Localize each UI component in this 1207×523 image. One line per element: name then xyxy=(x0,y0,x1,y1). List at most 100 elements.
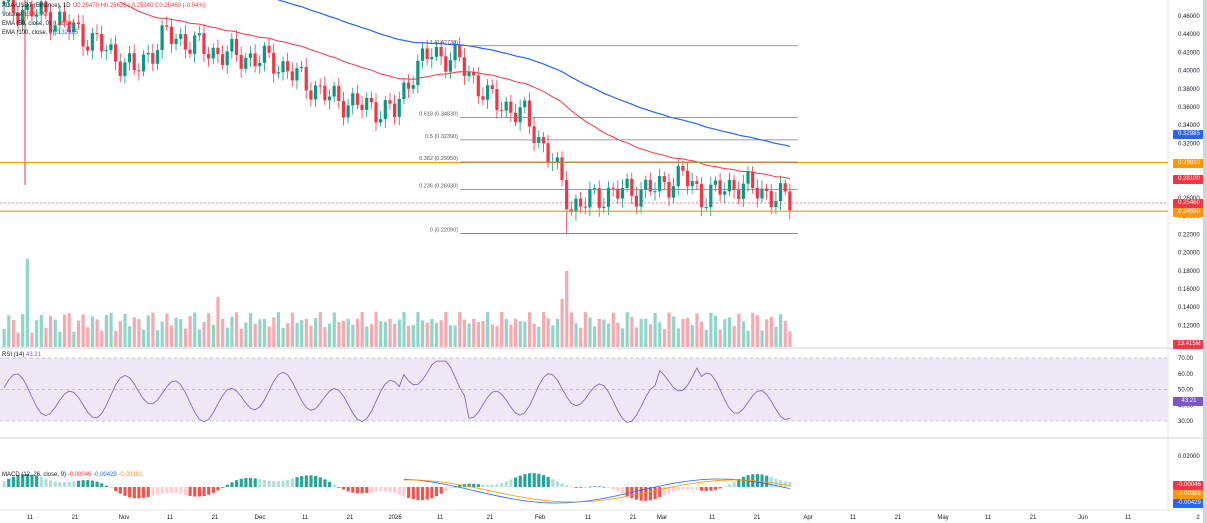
candle-body xyxy=(448,60,452,72)
candle-body xyxy=(388,100,392,104)
candle-body xyxy=(365,97,369,110)
volume-bar xyxy=(583,312,587,347)
candle-body xyxy=(467,72,471,76)
volume-bar xyxy=(35,320,39,347)
macd-bar xyxy=(267,480,271,487)
ema100-line xyxy=(278,0,791,148)
volume-bar xyxy=(309,325,313,347)
candle-body xyxy=(718,180,722,195)
macd-bar xyxy=(402,487,406,497)
volume-bar xyxy=(262,318,267,347)
candle-body xyxy=(523,100,527,108)
macd-bar xyxy=(439,487,443,494)
volume-bar xyxy=(379,321,383,347)
macd-legend[interactable]: MACD (12, 26, close, 9) -0.00046 -0.0042… xyxy=(2,472,143,478)
volume-bar xyxy=(783,320,787,347)
volume-bar xyxy=(30,332,34,347)
volume-bar xyxy=(579,327,583,347)
candle-body xyxy=(58,11,62,26)
volume-bar xyxy=(276,312,281,347)
price-axis-label: 0.42000 xyxy=(1178,50,1200,56)
volume-bar xyxy=(569,312,573,347)
macd-bar xyxy=(2,481,6,487)
macd-bar xyxy=(607,487,611,488)
candle-body xyxy=(183,34,187,50)
macd-bar xyxy=(248,477,253,487)
candle-body xyxy=(21,10,25,25)
rsi-legend[interactable]: RSI (14) 43.21 xyxy=(2,352,42,358)
volume-bar xyxy=(700,321,704,347)
candle-body xyxy=(453,44,457,61)
candle-body xyxy=(174,38,178,44)
legend-ema50[interactable]: EMA (50, close, 0) 0.28100 xyxy=(2,21,75,27)
macd-bar xyxy=(197,487,201,497)
volume-bar xyxy=(225,327,229,347)
volume-bar xyxy=(62,314,67,347)
macd-bar xyxy=(188,487,192,496)
volume-bar xyxy=(58,331,62,347)
volume-bar xyxy=(258,319,262,347)
macd-bar xyxy=(676,487,680,491)
macd-bar xyxy=(183,487,188,496)
volume-bar xyxy=(169,325,174,347)
candle-body xyxy=(127,53,132,63)
macd-bar xyxy=(360,487,364,494)
volume-bar xyxy=(421,320,425,347)
candle-body xyxy=(704,207,708,209)
macd-bar xyxy=(21,474,25,487)
candle-body xyxy=(351,93,355,106)
scrollbar[interactable] xyxy=(1203,0,1207,523)
macd-bar xyxy=(374,487,378,492)
macd-bar xyxy=(174,487,178,494)
candle-body xyxy=(588,189,592,208)
macd-bar xyxy=(667,487,671,494)
candle-body xyxy=(39,1,43,15)
macd-bar xyxy=(235,480,239,487)
macd-bar xyxy=(328,481,332,487)
legend-volume[interactable]: Volume 13.415M xyxy=(2,12,48,18)
time-axis-label: Feb xyxy=(535,515,546,521)
time-axis-label: 11 xyxy=(709,515,716,521)
volume-bar xyxy=(25,259,29,347)
macd-bar xyxy=(137,487,141,499)
volume-bar xyxy=(221,318,225,347)
candle-body xyxy=(207,53,211,59)
volume-bar xyxy=(616,322,620,347)
candle-body xyxy=(527,100,532,127)
macd-bar xyxy=(155,487,160,495)
time-axis-label: 2026 xyxy=(388,515,402,521)
macd-bar xyxy=(323,479,327,487)
candle-body xyxy=(53,25,57,32)
candle-body xyxy=(230,38,234,52)
volume-bar xyxy=(448,325,453,347)
volume-bar xyxy=(267,326,271,347)
candle-body xyxy=(197,33,201,36)
macd-bar xyxy=(458,485,462,487)
volume-bar xyxy=(183,328,188,347)
volume-bar xyxy=(230,316,234,347)
candle-body xyxy=(653,191,657,193)
macd-bar xyxy=(686,487,690,490)
macd-bar xyxy=(788,482,792,487)
volume-bar xyxy=(286,323,290,347)
volume-bar xyxy=(486,312,490,347)
macd-signal-line xyxy=(403,479,790,503)
candle-body xyxy=(490,85,494,89)
symbol-title[interactable]: ADA/USDT (Binance), 1D xyxy=(2,3,71,9)
candle-body xyxy=(2,1,6,5)
ema50-price-tag: 0.28100 xyxy=(1173,175,1205,184)
volume-bar xyxy=(248,312,253,347)
ema100-price-tag: 0.32985 xyxy=(1173,130,1205,139)
candle-body xyxy=(141,54,146,72)
volume-bar xyxy=(7,315,11,347)
price-axis-label: 0.12000 xyxy=(1178,323,1200,329)
volume-bar xyxy=(253,323,257,347)
candle-body xyxy=(34,14,39,17)
legend-ema100[interactable]: EMA (100, close, 0) 0.32985 xyxy=(2,30,79,36)
price-axis-label: 0.18000 xyxy=(1178,269,1200,275)
candle-body xyxy=(755,187,759,199)
volume-bar xyxy=(290,312,294,347)
macd-bar xyxy=(281,480,285,487)
macd-bar xyxy=(467,483,471,487)
